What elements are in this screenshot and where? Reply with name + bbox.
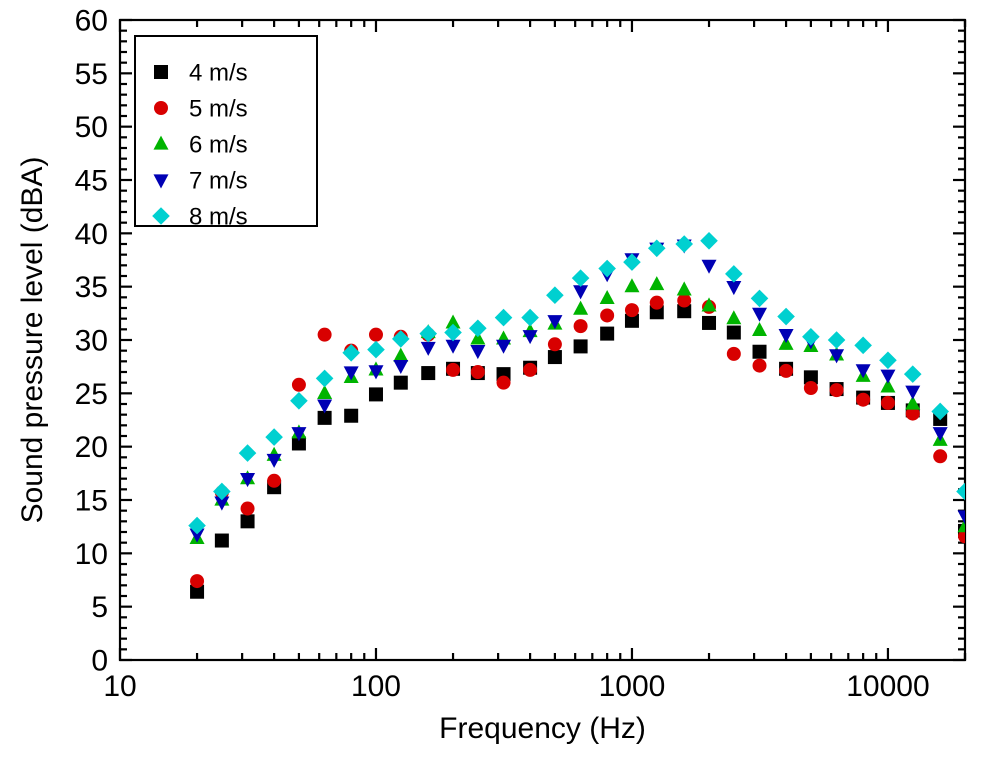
x-tick-label: 10000 bbox=[846, 670, 929, 703]
y-tick-label: 40 bbox=[75, 218, 108, 251]
y-tick-label: 35 bbox=[75, 271, 108, 304]
y-tick-label: 50 bbox=[75, 111, 108, 144]
y-tick-label: 30 bbox=[75, 325, 108, 358]
x-axis-label: Frequency (Hz) bbox=[439, 712, 646, 745]
x-tick-label: 100 bbox=[351, 670, 401, 703]
x-tick-label: 10 bbox=[103, 670, 136, 703]
legend-label: 8 m/s bbox=[189, 203, 248, 230]
y-tick-label: 45 bbox=[75, 165, 108, 198]
scatter-chart: 10 100 1000 10000 0 5 10 15 20 25 30 35 40 45 50 55 60 Fr… bbox=[0, 0, 999, 773]
legend-label: 6 m/s bbox=[189, 131, 248, 158]
y-tick-label: 0 bbox=[91, 645, 108, 678]
x-tick-label: 1000 bbox=[599, 670, 666, 703]
chart-container: 10 100 1000 10000 0 5 10 15 20 25 30 35 40 45 50 55 60 Fr… bbox=[0, 0, 999, 773]
legend: 4 m/s 5 m/s 6 m/s 7 m/s 8 m/s bbox=[135, 36, 317, 230]
y-tick-label: 55 bbox=[75, 58, 108, 91]
y-tick-label: 20 bbox=[75, 431, 108, 464]
y-tick-label: 5 bbox=[91, 591, 108, 624]
legend-label: 4 m/s bbox=[189, 59, 248, 86]
y-tick-label: 60 bbox=[75, 5, 108, 38]
legend-label: 5 m/s bbox=[189, 95, 248, 122]
y-tick-label: 25 bbox=[75, 378, 108, 411]
y-tick-label: 15 bbox=[75, 485, 108, 518]
y-tick-label: 10 bbox=[75, 538, 108, 571]
legend-label: 7 m/s bbox=[189, 167, 248, 194]
y-axis-label: Sound pressure level (dBA) bbox=[16, 157, 49, 524]
